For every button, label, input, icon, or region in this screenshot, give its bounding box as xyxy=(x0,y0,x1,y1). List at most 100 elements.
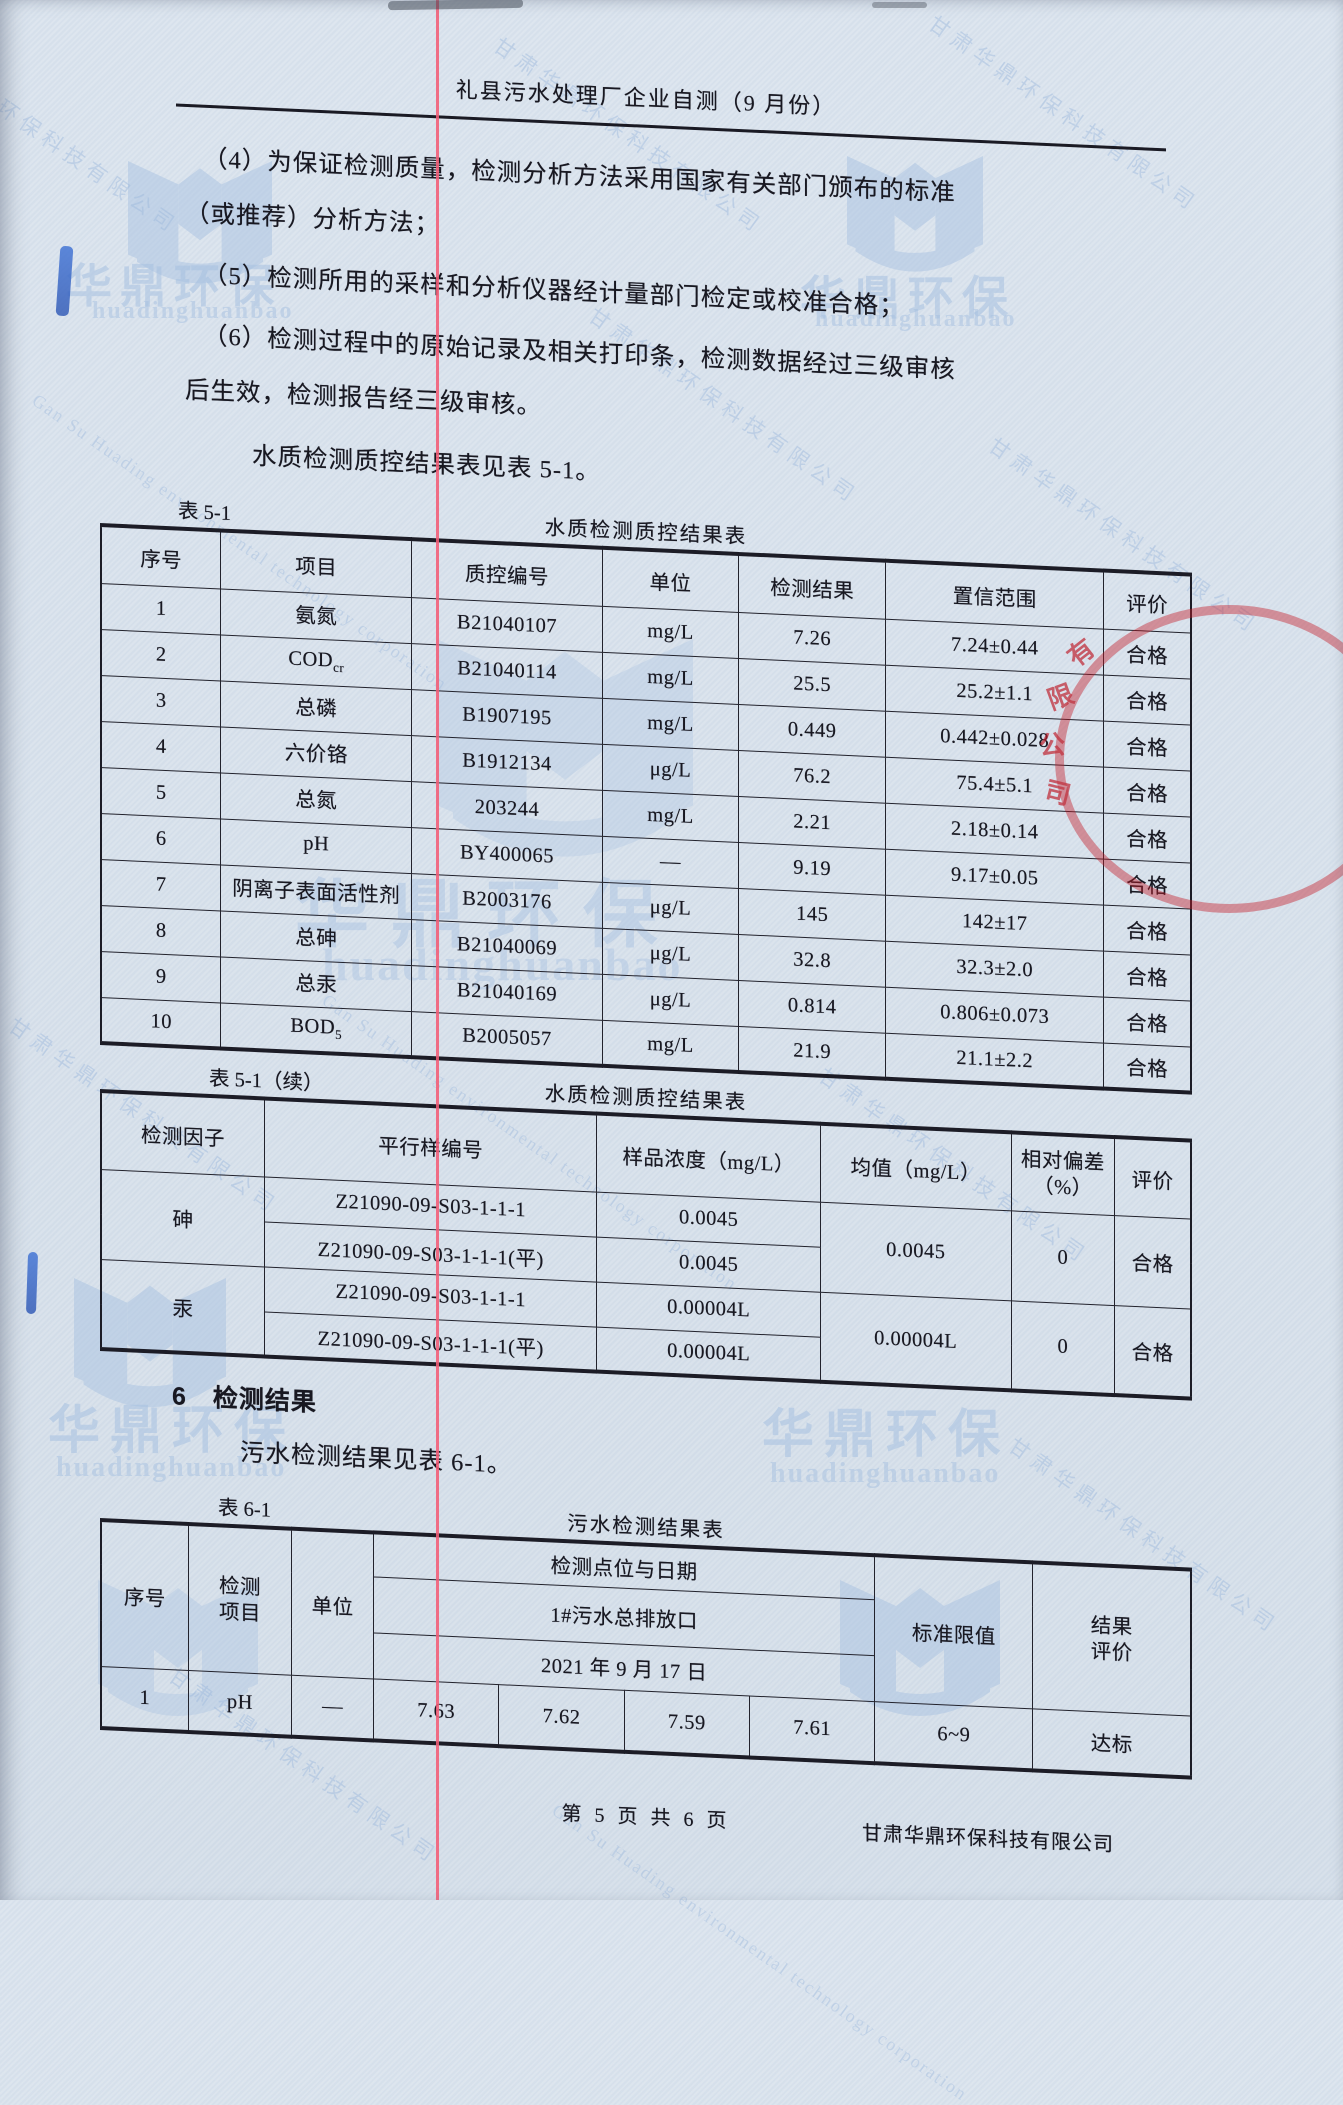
cell-range: 21.1±2.2 xyxy=(885,1032,1104,1089)
cell-eval: 合格 xyxy=(1103,904,1191,955)
section-number: 6 xyxy=(172,1382,187,1411)
cell-no: 5 xyxy=(101,767,221,819)
cell-result: 76.2 xyxy=(738,750,886,803)
cell-eval: 合格 xyxy=(1114,1305,1191,1399)
cell-eval: 合格 xyxy=(1103,720,1191,771)
cell-result: 0.449 xyxy=(738,704,886,757)
table-5-1-caption-label: 表 5-1 xyxy=(178,500,231,525)
item-text: COD xyxy=(288,647,334,672)
item-text: 总汞 xyxy=(295,973,338,998)
scan-smudge xyxy=(872,2,927,8)
cell-factor: 砷 xyxy=(101,1169,265,1267)
col-header-range: 置信范围 xyxy=(885,560,1104,629)
item-text: 总砷 xyxy=(295,927,338,952)
table-6-1-caption-label: 表 6-1 xyxy=(218,1497,271,1522)
cell-limit: 6~9 xyxy=(874,1701,1033,1771)
col-header-deviation: 相对偏差 （%） xyxy=(1011,1132,1115,1216)
cell-no: 3 xyxy=(101,675,221,727)
header-line: 相对偏差 xyxy=(1020,1148,1105,1175)
col-header-mean: 均值（mg/L） xyxy=(820,1123,1012,1211)
pen-mark xyxy=(25,1251,39,1315)
section-title: 检测结果 xyxy=(212,1384,317,1417)
table-5-1-cont-caption-label: 表 5-1（续） xyxy=(209,1067,324,1096)
cell-result: 21.9 xyxy=(738,1026,886,1079)
pen-mark xyxy=(55,245,74,317)
cell-factor: 汞 xyxy=(101,1259,265,1357)
cell-unit: μg/L xyxy=(602,881,739,935)
col-header-limit: 标准限值 xyxy=(874,1555,1033,1709)
page-footer: 第 5 页 共 6 页 甘肃华鼎环保科技有限公司 xyxy=(100,1778,1192,1858)
cell-value: 7.62 xyxy=(498,1684,625,1752)
cell-item: BOD5 xyxy=(220,1002,412,1058)
cell-value: 7.63 xyxy=(373,1678,499,1747)
cell-unit: — xyxy=(602,835,739,889)
cell-mean: 0.00004L xyxy=(820,1291,1012,1391)
col-header-factor: 检测因子 xyxy=(101,1091,265,1177)
cell-no: 6 xyxy=(101,813,221,865)
cell-eval: 合格 xyxy=(1103,996,1191,1047)
cell-no: 8 xyxy=(101,905,221,957)
cell-code: B2005057 xyxy=(411,1011,603,1066)
col-header-unit: 单位 xyxy=(291,1528,374,1679)
col-header-code: 质控编号 xyxy=(411,539,603,606)
cell-no: 1 xyxy=(101,1666,189,1733)
col-header-result-eval: 结果 评价 xyxy=(1032,1562,1191,1716)
cell-unit: mg/L xyxy=(602,1019,739,1073)
item-text: BOD xyxy=(290,1014,336,1039)
cell-result: 25.5 xyxy=(738,658,886,711)
item-sub: 5 xyxy=(335,1026,343,1043)
cell-value: 7.59 xyxy=(624,1689,750,1758)
cell-result: 145 xyxy=(738,888,886,941)
header-line: 项目 xyxy=(218,1601,261,1626)
item-text: 六价铬 xyxy=(284,742,348,768)
cell-eval: 合格 xyxy=(1103,812,1191,863)
cell-eval: 合格 xyxy=(1103,950,1191,1001)
item-text: 氨氮 xyxy=(295,605,338,630)
cell-no: 10 xyxy=(101,997,221,1049)
cell-result: 0.814 xyxy=(738,980,886,1033)
cell-eval: 合格 xyxy=(1103,766,1191,817)
cell-unit: μg/L xyxy=(602,743,739,797)
cell-unit: mg/L xyxy=(602,789,739,843)
item-text: 总氮 xyxy=(295,789,338,814)
col-header-item: 项目 xyxy=(220,530,412,598)
scanned-page-content: 礼县污水处理厂企业自测（9 月份） （4）为保证检测质量，检测分析方法采用国家有… xyxy=(100,58,1192,1858)
cell-result: 2.21 xyxy=(738,796,886,849)
col-header-no: 序号 xyxy=(101,1520,189,1671)
col-header-eval: 评价 xyxy=(1114,1137,1191,1219)
cell-eval: 合格 xyxy=(1103,674,1191,725)
qc-parallel-sample-table: 检测因子 平行样编号 样品浓度（mg/L） 均值（mg/L） 相对偏差 （%） … xyxy=(100,1089,1192,1401)
cell-deviation: 0 xyxy=(1011,1210,1115,1306)
cell-no: 1 xyxy=(101,583,221,635)
cell-unit: — xyxy=(291,1674,374,1741)
cell-result: 7.26 xyxy=(738,612,886,665)
header-line: 评价 xyxy=(1090,1640,1133,1665)
cell-mean: 0.0045 xyxy=(820,1201,1012,1301)
item-text: pH xyxy=(303,832,330,856)
cell-eval: 合格 xyxy=(1103,858,1191,909)
cell-result: 9.19 xyxy=(738,842,886,895)
cell-eval: 合格 xyxy=(1103,1042,1191,1093)
cell-unit: mg/L xyxy=(602,697,739,751)
col-header-eval: 评价 xyxy=(1103,570,1191,633)
qc-results-table: 序号 项目 质控编号 单位 检测结果 置信范围 评价 1 氨氮 B2104010… xyxy=(100,523,1192,1095)
cell-value: 7.61 xyxy=(749,1695,875,1764)
header-line: （%） xyxy=(1033,1175,1093,1200)
cell-item: pH xyxy=(188,1670,292,1737)
cell-no: 7 xyxy=(101,859,221,911)
scan-smudge xyxy=(387,0,524,11)
col-header-no: 序号 xyxy=(101,525,221,589)
item-text: 总磷 xyxy=(295,697,338,722)
cell-eval: 合格 xyxy=(1103,628,1191,679)
cell-no: 2 xyxy=(101,629,221,681)
cell-deviation: 0 xyxy=(1011,1300,1115,1396)
cell-no: 4 xyxy=(101,721,221,773)
col-header-item: 检测 项目 xyxy=(188,1524,292,1675)
cell-result: 32.8 xyxy=(738,934,886,987)
item-text: 阴离子表面活性剂 xyxy=(232,878,401,909)
col-header-unit: 单位 xyxy=(602,547,739,613)
cell-concentration: 0.00004L xyxy=(596,1326,821,1382)
col-header-result: 检测结果 xyxy=(738,554,886,619)
cell-unit: mg/L xyxy=(602,605,739,659)
col-header-concentration: 样品浓度（mg/L） xyxy=(596,1113,821,1202)
